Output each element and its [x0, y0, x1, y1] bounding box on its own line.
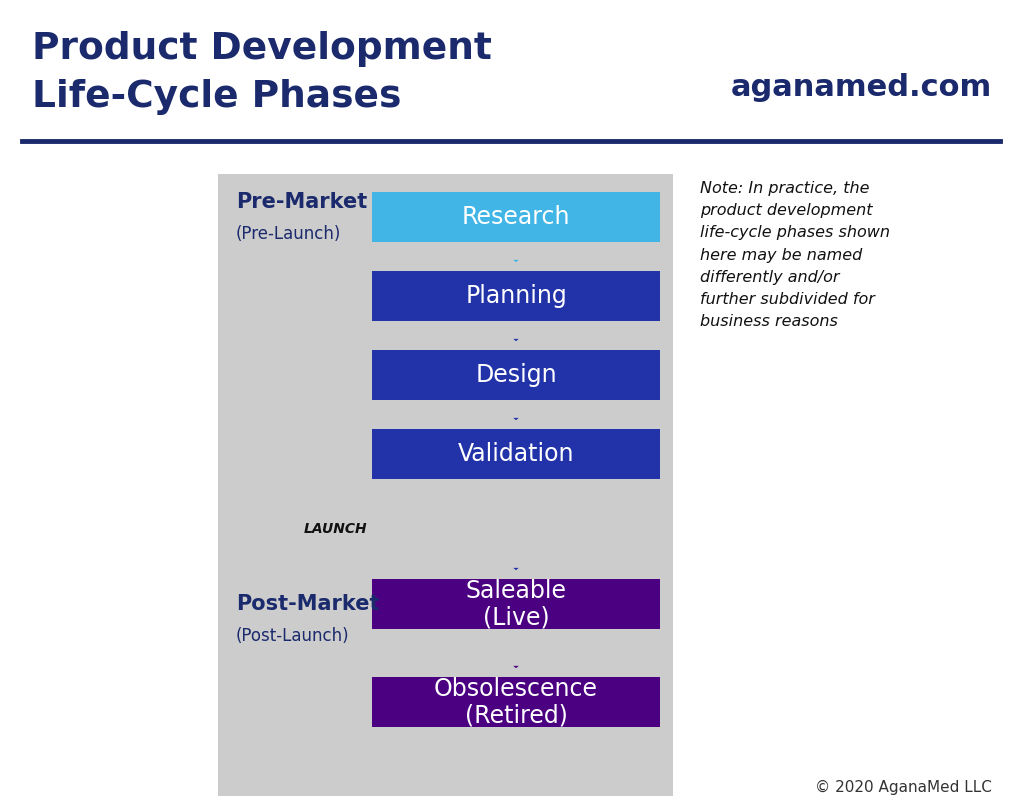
Text: Life-Cycle Phases: Life-Cycle Phases — [32, 79, 401, 115]
FancyBboxPatch shape — [372, 192, 660, 242]
Text: LAUNCH: LAUNCH — [303, 522, 367, 536]
Text: Product Development: Product Development — [32, 31, 492, 67]
FancyBboxPatch shape — [372, 429, 660, 479]
Text: (Pre-Launch): (Pre-Launch) — [236, 225, 341, 243]
Text: aganamed.com: aganamed.com — [731, 73, 992, 101]
Text: Validation: Validation — [458, 442, 574, 466]
Text: © 2020 AganaMed LLC: © 2020 AganaMed LLC — [815, 780, 992, 794]
FancyBboxPatch shape — [372, 677, 660, 727]
Text: (Post-Launch): (Post-Launch) — [236, 627, 349, 645]
FancyBboxPatch shape — [372, 350, 660, 400]
Text: Saleable
(Live): Saleable (Live) — [466, 578, 566, 629]
Text: Pre-Market: Pre-Market — [236, 192, 368, 212]
FancyBboxPatch shape — [372, 271, 660, 321]
Text: Planning: Planning — [465, 284, 567, 308]
Text: Obsolescence
(Retired): Obsolescence (Retired) — [434, 676, 598, 727]
Text: Post-Market: Post-Market — [236, 594, 380, 614]
FancyBboxPatch shape — [218, 174, 673, 576]
Text: Research: Research — [462, 205, 570, 229]
FancyBboxPatch shape — [218, 576, 673, 796]
Text: Note: In practice, the
product development
life-cycle phases shown
here may be n: Note: In practice, the product developme… — [700, 181, 890, 329]
Text: Design: Design — [475, 363, 557, 387]
FancyBboxPatch shape — [372, 579, 660, 629]
